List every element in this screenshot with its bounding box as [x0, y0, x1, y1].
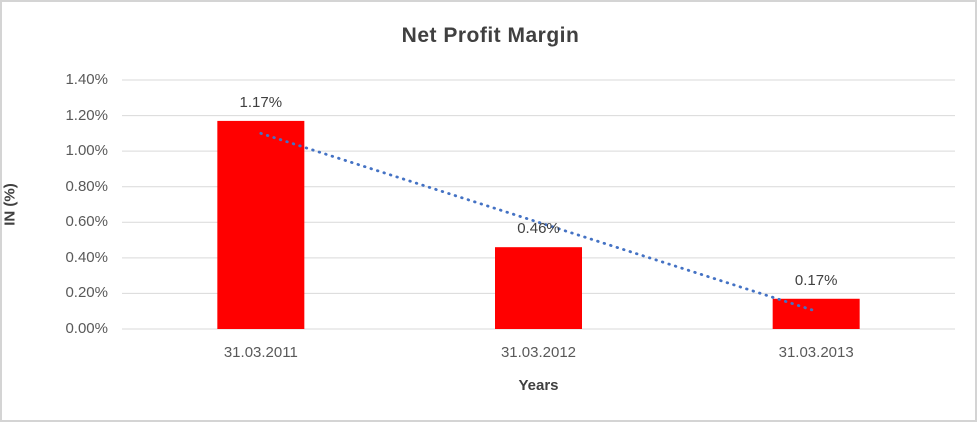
y-tick-label: 0.20% [65, 284, 108, 302]
bar [217, 120, 305, 330]
x-axis-title: Years [518, 377, 559, 394]
bar [495, 247, 582, 329]
category-label: 31.03.2011 [223, 344, 298, 361]
y-tick-label: 1.20% [65, 106, 108, 124]
bar-data-label: 0.46% [517, 220, 560, 238]
y-tick-label: 0.40% [65, 248, 108, 266]
category-label: 31.03.2012 [500, 344, 577, 361]
category-label: 31.03.2013 [778, 344, 854, 361]
y-tick-label: 0.00% [65, 320, 108, 337]
y-tick-label: 0.60% [65, 213, 108, 231]
y-tick-label: 0.80% [65, 177, 108, 195]
trendline [259, 131, 818, 313]
y-tick-label: 1.40% [65, 71, 108, 88]
bar [772, 298, 860, 329]
bar-data-label: 1.17% [239, 93, 283, 111]
y-tick-label: 1.00% [65, 142, 108, 160]
bar-data-label: 0.17% [794, 271, 838, 289]
chart-title: Net Profit Margin [401, 24, 580, 47]
